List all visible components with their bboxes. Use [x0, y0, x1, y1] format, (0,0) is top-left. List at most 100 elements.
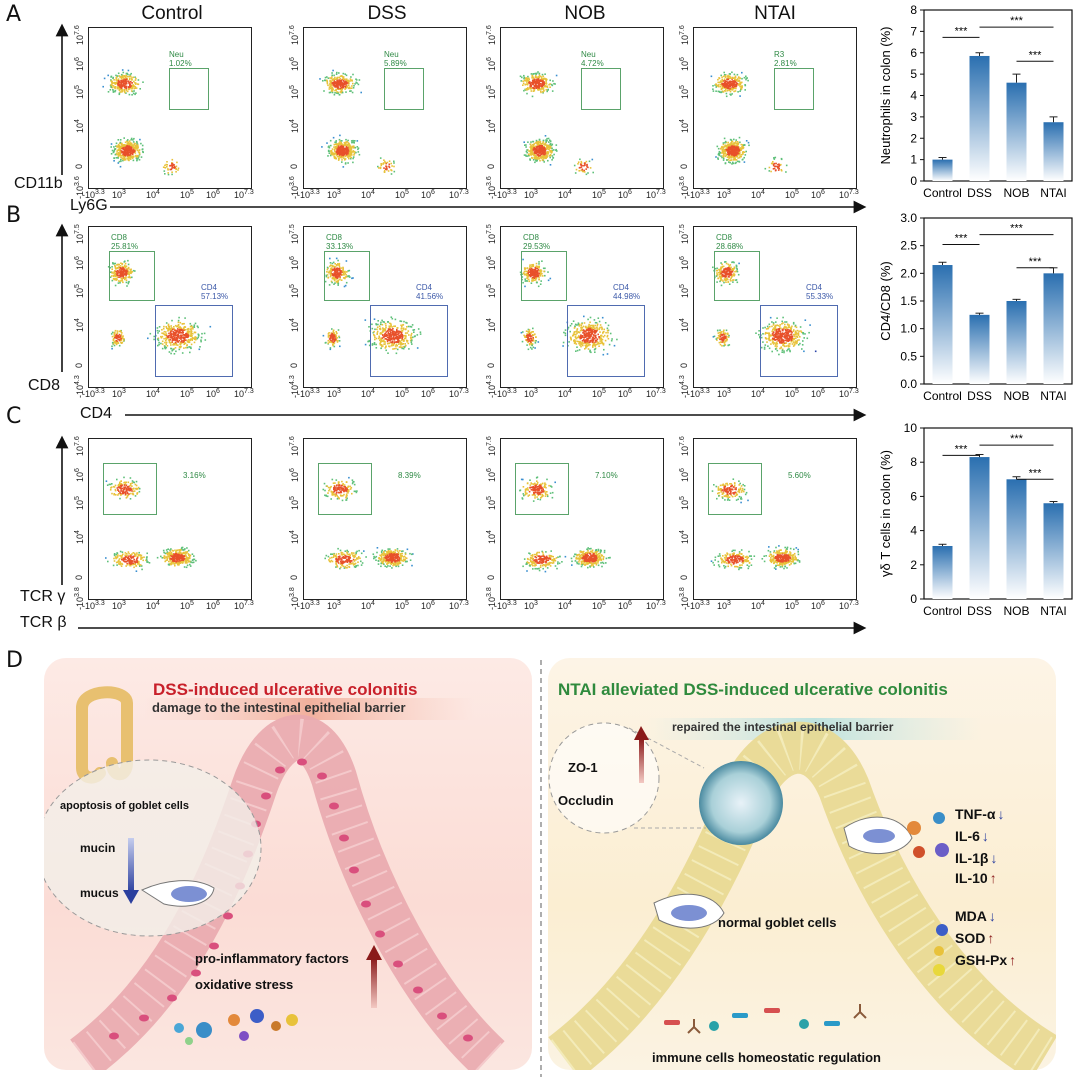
tight-junction-sphere [699, 761, 783, 845]
bar-chart-neutrophils: 0 1 2 3 4 5 6 7 8 Neutrophils in colon (%) Control… [878, 3, 1073, 200]
y-tick-label: 0 [289, 362, 299, 368]
y-tick-label: 0 [486, 362, 496, 368]
x-tick-label: 106 [811, 388, 825, 399]
divider-dashed [540, 660, 542, 1077]
y-tick-label: 0 [289, 163, 299, 169]
cell-nucleus [317, 772, 327, 780]
x-tick-label: 105 [785, 600, 799, 611]
y-tick-label: 104 [289, 530, 300, 544]
significance-label: *** [1010, 15, 1024, 27]
category-label: NOB [1003, 389, 1029, 403]
category-label: NOB [1003, 604, 1029, 618]
x-tick-label: -103.3 [82, 600, 105, 611]
y-tick-label: 3 [910, 110, 917, 124]
x-tick-label: 105 [395, 189, 409, 200]
y-tick-label: 105 [679, 284, 690, 298]
zo1-up-arrow [639, 738, 644, 783]
category-label: NTAI [1040, 604, 1066, 618]
x-tick-label: 103 [327, 388, 341, 399]
y-tick-label: 107.6 [486, 25, 497, 45]
plot-frame [923, 427, 1073, 600]
y-tick-label: 105 [289, 85, 300, 99]
column-title-ntai: NTAI [754, 3, 796, 24]
significance-label: *** [1010, 433, 1024, 445]
panel-letter-d: D [6, 648, 23, 673]
row-a-x-axis-title: Ly6G [70, 197, 108, 214]
cd4-gate-label: CD4 44.98% [613, 283, 641, 301]
cd4-gate-label: CD4 55.33% [806, 283, 834, 301]
bar [1043, 273, 1064, 384]
significance-label: *** [1029, 467, 1043, 479]
bar [932, 545, 953, 599]
cd8-gate [521, 251, 567, 301]
cd4-gate-label: CD4 41.56% [416, 283, 444, 301]
bar-chart-cd4-cd8: 0.0 0.5 1.0 1.5 2.0 2.5 3.0 CD4/CD8 (%) Control D… [878, 211, 1073, 403]
row-c-y-axis-title: TCR γ [20, 588, 66, 605]
x-tick-label: -103.3 [687, 600, 710, 611]
category-label: DSS [967, 389, 992, 403]
marker-il-10: IL-10 ↑ [955, 870, 997, 886]
y-tick-label: 0 [910, 174, 917, 188]
mucin-label: mucin [80, 841, 116, 855]
x-tick-label: 106 [811, 600, 825, 611]
scatter-dots [322, 476, 414, 570]
y-tick-label: 106 [486, 256, 497, 270]
y-tick-label: 0 [289, 574, 299, 580]
cell-nucleus [261, 792, 271, 800]
immune-cells [664, 1004, 867, 1034]
panel-letter-b: B [6, 203, 22, 228]
cell-nucleus [349, 866, 359, 874]
y-tick-label: 105 [289, 284, 300, 298]
x-tick-label: 107.3 [234, 189, 254, 200]
y-tick-label: 105 [486, 496, 497, 510]
y-tick-label: 1.5 [900, 294, 917, 308]
x-tick-label: 107.3 [449, 189, 469, 200]
x-tick-label: 103 [327, 189, 341, 200]
x-tick-label: -103.3 [82, 388, 105, 399]
x-tick-label: 103 [717, 600, 731, 611]
flow-plot-a-nob: Neu 4.72% [500, 27, 664, 189]
y-tick-label: 6 [910, 489, 917, 503]
cell-nucleus [339, 834, 349, 842]
y-tick-label: 105 [74, 496, 85, 510]
marker-sod: SOD ↑ [955, 930, 994, 946]
x-tick-label: -103.3 [687, 189, 710, 200]
neutrophil-gate-label: R3 2.81% [774, 50, 797, 68]
y-tick-label: 104 [74, 530, 85, 544]
category-label: NTAI [1040, 186, 1066, 200]
x-tick-label: 104 [361, 600, 375, 611]
y-tick-label: 0.5 [900, 349, 917, 363]
x-tick-label: 105 [180, 600, 194, 611]
y-tick-label: 4 [910, 524, 917, 538]
y-tick-label: 0 [74, 362, 84, 368]
neutrophil-gate [581, 68, 621, 110]
x-tick-label: 103 [112, 189, 126, 200]
left-diagram-title: DSS-induced ulcerative colonitis [153, 680, 418, 699]
right-banner-text: repaired the intestinal epithelial barri… [672, 720, 894, 734]
scatter-dots [519, 71, 594, 176]
gd-t-cell-gate-label: 3.16% [183, 471, 206, 480]
y-tick-label: 6 [910, 46, 917, 60]
x-tick-label: 106 [421, 600, 435, 611]
cell-nucleus [375, 930, 385, 938]
bar [1006, 479, 1027, 599]
flow-plot-c-ntai: 5.60% [693, 438, 857, 600]
cd8-gate-label: CD8 33.13% [326, 233, 354, 251]
x-tick-label: -103.3 [297, 600, 320, 611]
factors-up-arrow [371, 958, 377, 1008]
y-tick-label: 1 [910, 153, 917, 167]
x-tick-label: 103 [524, 189, 538, 200]
column-title-dss: DSS [367, 3, 407, 24]
right-diagram-title: NTAI alleviated DSS-induced ulcerative c… [558, 680, 948, 699]
cell-nucleus [191, 969, 201, 977]
x-tick-label: 107.3 [646, 189, 666, 200]
y-tick-label: 106 [486, 57, 497, 71]
x-tick-label: 107.3 [839, 600, 859, 611]
x-tick-label: 107.3 [234, 388, 254, 399]
x-tick-label: 105 [592, 388, 606, 399]
y-tick-label: 105 [486, 85, 497, 99]
flow-plot-c-nob: 7.10% [500, 438, 664, 600]
row-a-y-axis-title: CD11b [14, 175, 63, 192]
marker-tnf-: TNF-α ↓ [955, 806, 1004, 822]
marker-gsh-px: GSH-Px ↑ [955, 952, 1016, 968]
